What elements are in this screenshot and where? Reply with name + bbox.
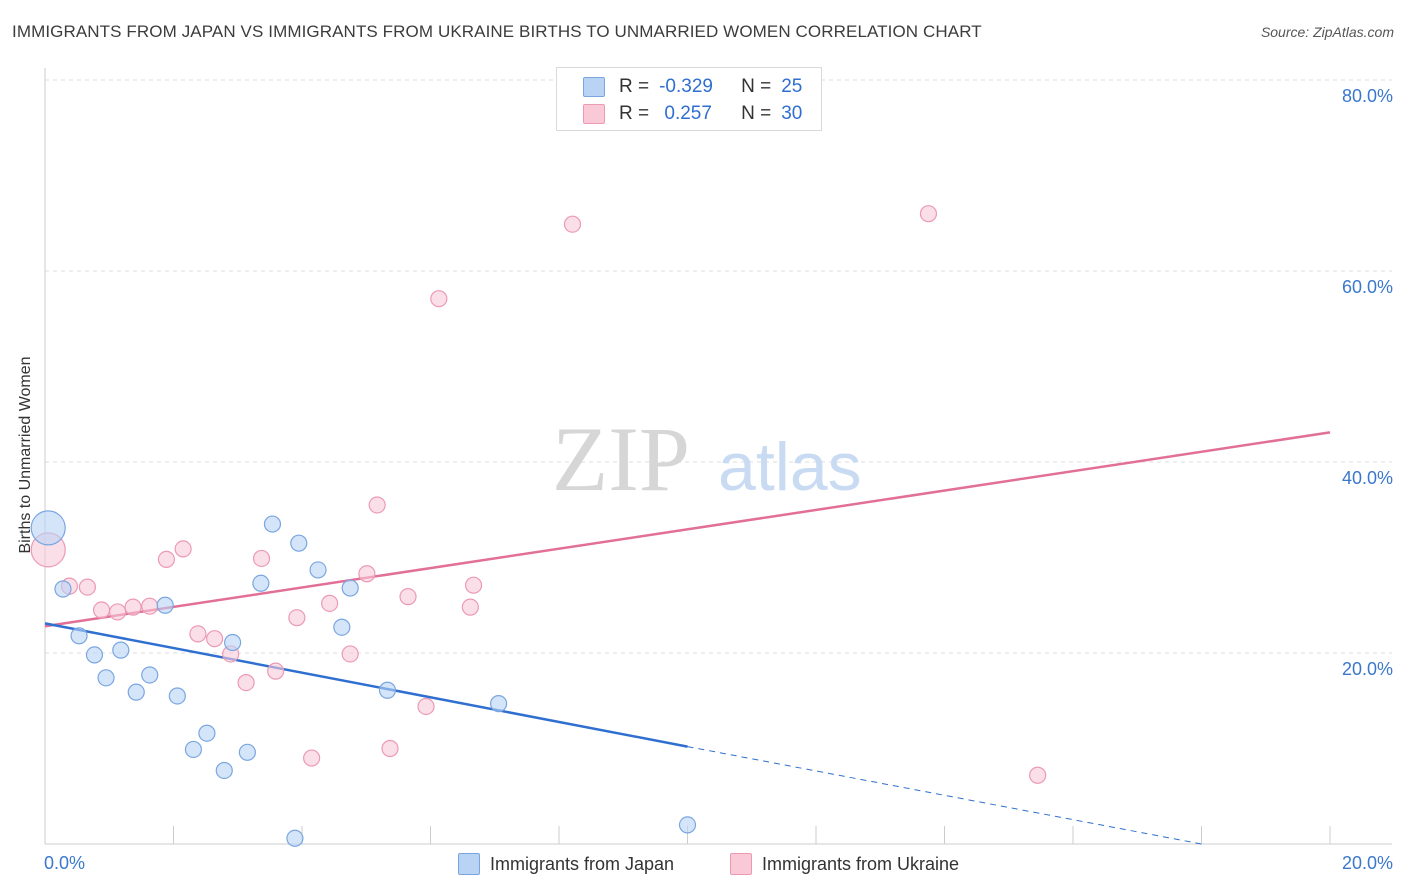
japan-point	[85, 646, 104, 664]
japan-point	[184, 740, 203, 759]
x-tick-label: 0.0%	[44, 853, 85, 873]
japan-legend-swatch	[458, 853, 480, 875]
legend-row-ukraine: R = 0.257 N = 30	[583, 101, 802, 127]
ukraine-trend-line	[44, 431, 1331, 628]
grid-lines	[45, 79, 1392, 654]
japan-point	[54, 580, 72, 598]
ukraine-point	[303, 749, 321, 767]
ukraine-point	[157, 550, 176, 569]
japan-point	[215, 761, 233, 780]
n-label: N =	[741, 103, 772, 124]
japan-point	[127, 683, 145, 701]
n-label: N =	[741, 76, 772, 97]
ukraine-point	[321, 594, 339, 612]
ukraine-point	[78, 578, 97, 596]
japan-point	[224, 633, 242, 652]
r-label: R =	[619, 76, 650, 97]
ukraine-point	[1029, 766, 1047, 784]
n-value: 25	[781, 76, 803, 97]
ukraine-legend-swatch	[730, 853, 752, 875]
japan-point	[141, 666, 159, 684]
japan-point	[156, 596, 174, 614]
japan-point	[678, 816, 697, 834]
japan-point	[198, 724, 216, 742]
ukraine-point	[464, 576, 483, 594]
ukraine-point	[368, 496, 386, 514]
ukraine-point	[919, 205, 938, 223]
japan-trend-line	[44, 622, 688, 748]
japan-point	[286, 829, 304, 847]
japan-point	[97, 669, 115, 687]
bottom-legend-ukraine[interactable]: Immigrants from Ukraine	[730, 852, 959, 876]
ukraine-legend-label: Immigrants from Ukraine	[762, 853, 960, 874]
ukraine-point	[399, 588, 417, 606]
ukraine-point	[267, 662, 285, 680]
y-tick-label: 20.0%	[1342, 659, 1393, 679]
ukraine-point	[417, 697, 435, 716]
ukraine-swatch	[583, 104, 605, 124]
watermark-zip: ZIP	[552, 408, 690, 510]
ukraine-point	[174, 540, 192, 558]
ukraine-point	[109, 603, 127, 621]
japan-point	[238, 743, 256, 761]
r-value: -0.329	[659, 76, 713, 97]
bottom-legend-japan[interactable]: Immigrants from Japan	[458, 852, 674, 876]
ukraine-point	[141, 597, 159, 615]
chart-title: IMMIGRANTS FROM JAPAN VS IMMIGRANTS FROM…	[12, 22, 982, 41]
x-tick-label: 20.0%	[1342, 853, 1393, 873]
y-tick-label: 80.0%	[1342, 86, 1393, 106]
japan-point	[252, 574, 270, 592]
n-value: 30	[781, 103, 803, 124]
watermark: ZIP atlas	[552, 408, 862, 510]
japan-swatch	[583, 77, 605, 97]
watermark-atlas: atlas	[718, 429, 862, 505]
japan-point	[341, 579, 359, 597]
y-tick-label: 60.0%	[1342, 277, 1393, 297]
ukraine-point	[206, 630, 224, 648]
japan-legend-label: Immigrants from Japan	[490, 853, 675, 874]
japan-point	[290, 534, 308, 552]
ukraine-point	[92, 601, 111, 619]
japan-point	[112, 641, 130, 659]
y-tick-label: 40.0%	[1342, 468, 1393, 488]
ukraine-point	[288, 609, 306, 627]
ukraine-point	[381, 739, 399, 758]
ukraine-point	[189, 625, 207, 643]
ukraine-point	[341, 645, 359, 663]
data-points	[30, 205, 1047, 847]
japan-point	[378, 681, 397, 699]
japan-point	[168, 687, 186, 705]
ukraine-point	[563, 215, 582, 233]
r-value: 0.257	[659, 103, 712, 124]
japan-point	[333, 618, 351, 636]
japan-point	[30, 510, 66, 546]
japan-point	[490, 695, 508, 713]
ukraine-point	[461, 598, 479, 616]
legend-row-japan: R = -0.329 N = 25	[583, 74, 802, 100]
japan-point	[309, 561, 327, 579]
japan-point	[70, 627, 88, 645]
correlation-legend: R = -0.329 N = 25 R = 0.257 N = 30	[556, 67, 822, 131]
source-label: Source: ZipAtlas.com	[1260, 24, 1394, 40]
tick-labels: 20.0% 40.0% 60.0% 80.0% 0.0% 20.0%	[44, 86, 1393, 873]
ukraine-point	[358, 565, 376, 583]
ukraine-point	[430, 290, 448, 308]
ukraine-point	[252, 549, 271, 568]
ukraine-point	[124, 598, 142, 616]
japan-point	[263, 515, 282, 533]
trend-lines	[44, 431, 1331, 845]
ukraine-point	[237, 674, 255, 692]
r-label: R =	[619, 103, 650, 124]
